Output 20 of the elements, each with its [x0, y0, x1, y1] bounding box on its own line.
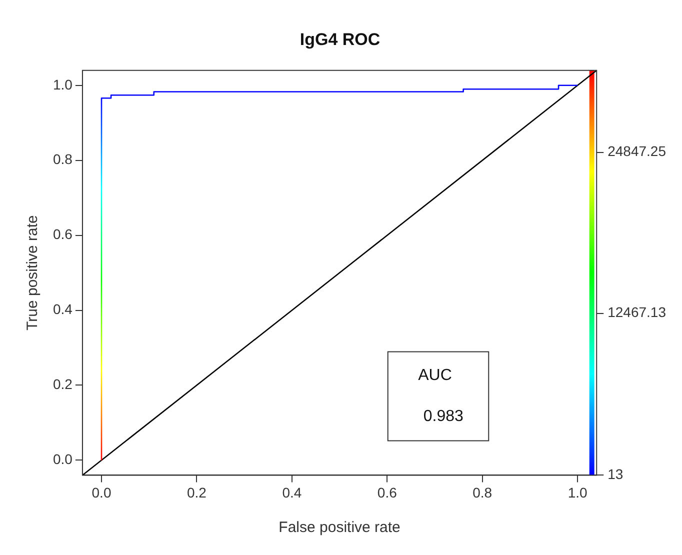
- y-tick-label: 1.0: [52, 76, 73, 92]
- y-tick-label: 0.6: [52, 226, 73, 242]
- y2-tick-label: 24847.25: [608, 143, 666, 160]
- x-tick-label: 1.0: [568, 484, 588, 500]
- y-tick-label: 0.4: [52, 301, 73, 318]
- x-tick-label: 0.6: [377, 484, 398, 500]
- y-tick-label: 0.0: [52, 451, 73, 468]
- annotation: AUC: [418, 367, 452, 384]
- y2-tick-label: 13: [608, 466, 624, 482]
- x-tick-label: 0.4: [282, 484, 302, 500]
- x-tick-label: 0.0: [92, 484, 112, 500]
- annotation: 0.983: [423, 408, 464, 426]
- y-tick-label: 0.2: [52, 376, 73, 392]
- x-tick-label: 0.8: [472, 484, 492, 500]
- x-tick-label: 0.2: [186, 484, 207, 500]
- y-axis-title: True positive rate: [24, 215, 42, 330]
- y2-tick-label: 12467.13: [608, 304, 666, 320]
- y-tick-label: 0.8: [52, 151, 73, 168]
- chart-title: IgG4 ROC: [300, 30, 380, 49]
- x-axis-title: False positive rate: [278, 519, 400, 536]
